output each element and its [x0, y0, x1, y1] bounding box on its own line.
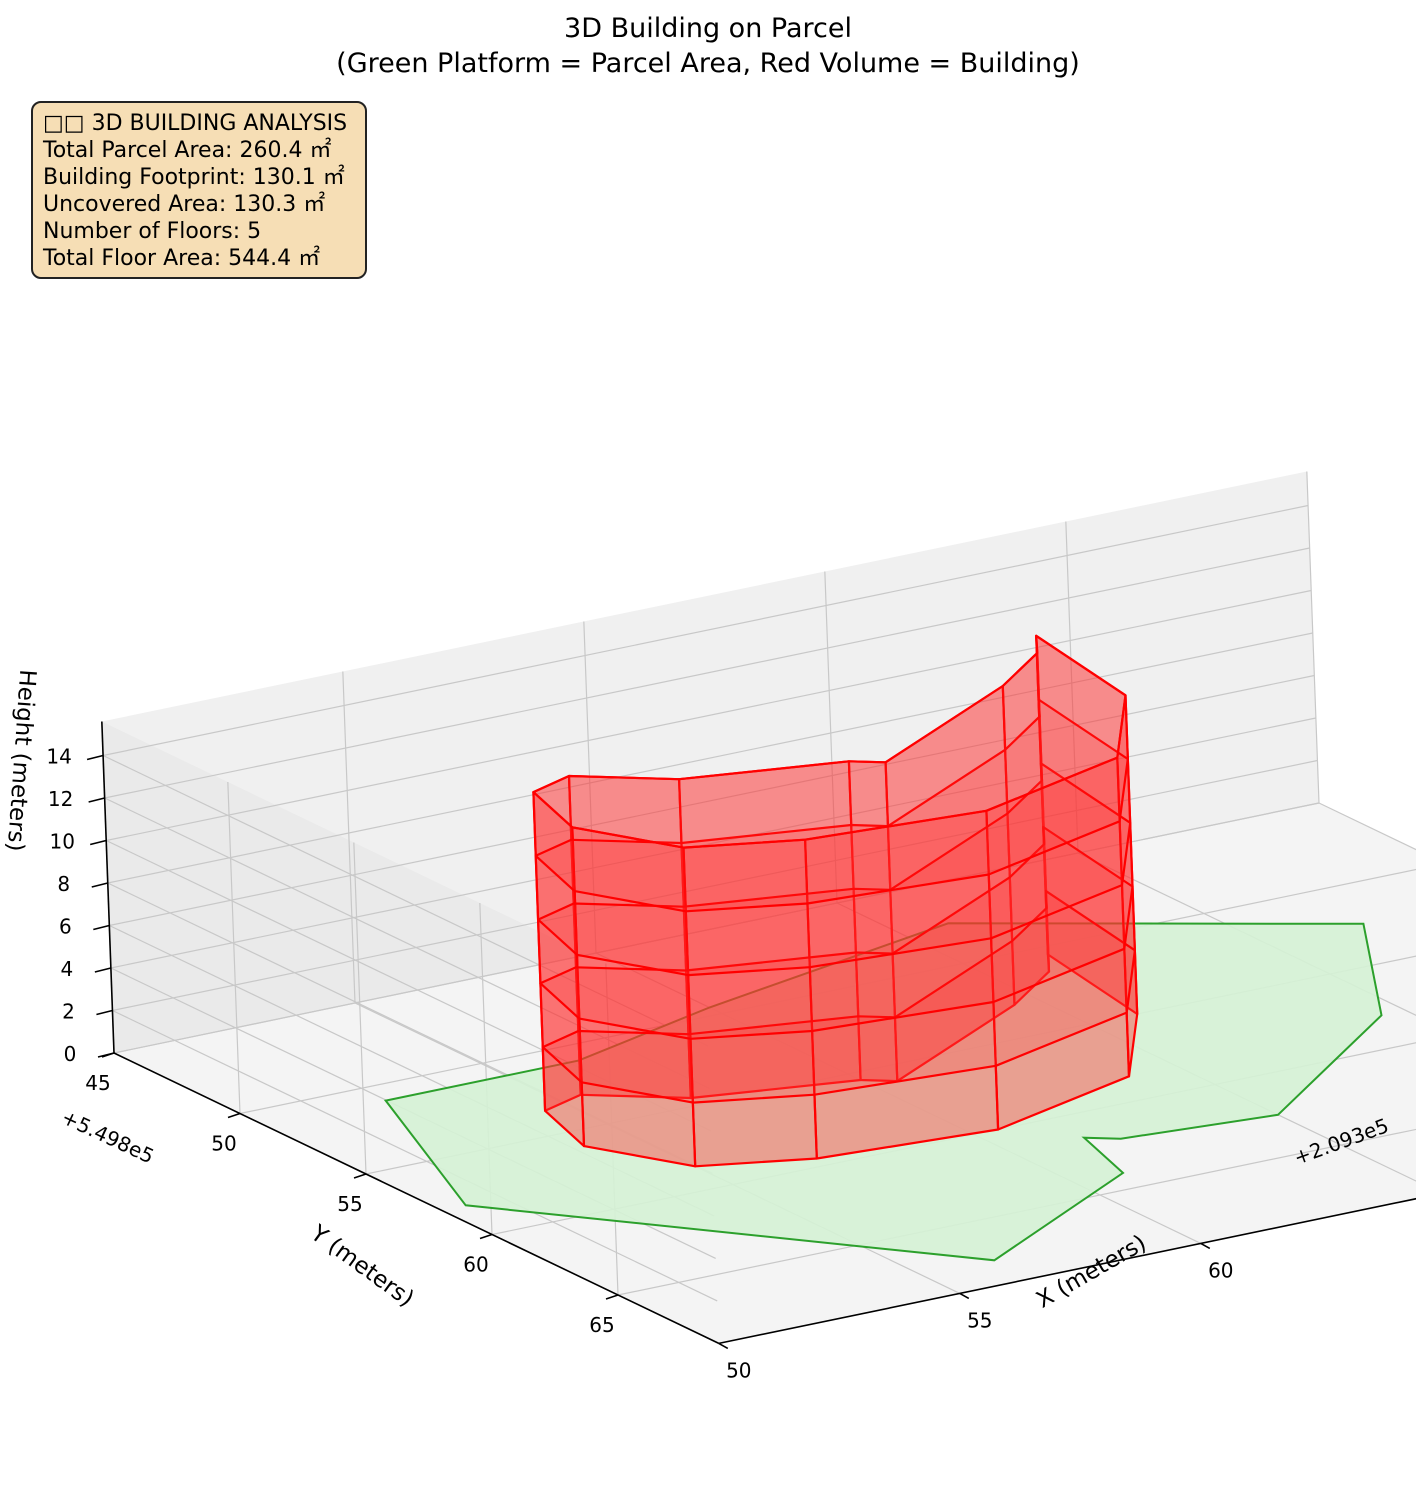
- y-tick-label: 60: [463, 1253, 488, 1277]
- tick-labels: 505560657075455055606502468101214: [46, 745, 1233, 1383]
- parcel-platform: [383, 922, 1383, 1262]
- grid-line: [617, 1128, 1416, 1296]
- floor-slab: [532, 634, 1127, 849]
- y-tick-label: 50: [211, 1132, 236, 1156]
- grid-line: [102, 754, 709, 1047]
- y-offset-label: +5.498e5: [58, 1105, 158, 1169]
- x-tick-mark: [718, 1342, 729, 1350]
- chart-title: 3D Building on Parcel: [564, 13, 852, 44]
- z-tick-label: 4: [61, 957, 74, 981]
- y-tick-mark: [479, 1233, 493, 1240]
- grid-line: [102, 504, 1309, 757]
- grid-line: [353, 842, 367, 1175]
- z-axis-label: Height (meters): [2, 669, 41, 853]
- info-building-footprint: Building Footprint: 130.1 ㎡: [43, 165, 345, 190]
- building-volume: [532, 634, 1139, 1168]
- z-tick-mark: [88, 797, 105, 803]
- y-tick-label: 55: [337, 1192, 362, 1216]
- floor-slab: [541, 889, 1137, 1104]
- grid-line: [104, 797, 710, 1089]
- analysis-info-box: □□ 3D BUILDING ANALYSIS Total Parcel Are…: [31, 101, 367, 279]
- y-tick-mark: [605, 1294, 619, 1300]
- info-uncovered-area: Uncovered Area: 130.3 ㎡: [43, 192, 326, 217]
- z-tick-mark: [94, 967, 112, 973]
- grid-line: [107, 632, 1313, 884]
- info-number-floors: Number of Floors: 5: [43, 219, 262, 244]
- z-tick-mark: [97, 1052, 115, 1058]
- floor-slab: [539, 825, 1134, 1040]
- grid-line: [583, 621, 597, 954]
- info-heading: □□ 3D BUILDING ANALYSIS: [43, 111, 348, 136]
- z-tick-label: 14: [46, 745, 71, 769]
- x-tick-mark: [959, 1292, 970, 1300]
- x-tick-label: 60: [1208, 1258, 1233, 1282]
- info-total-floor-area: Total Floor Area: 544.4 ㎡: [43, 246, 321, 271]
- chart-subtitle: (Green Platform = Parcel Area, Red Volum…: [336, 48, 1080, 79]
- x-tick-label: 50: [726, 1358, 751, 1382]
- grid-line: [112, 1009, 718, 1302]
- grid-line: [1306, 471, 1320, 804]
- floor-slab: [534, 698, 1129, 913]
- y-axis-label: Y (meters): [305, 1220, 419, 1312]
- grid-line: [342, 671, 356, 1004]
- x-tick-mark: [1200, 1242, 1211, 1250]
- grid-line: [104, 547, 1310, 799]
- y-tick-mark: [353, 1173, 367, 1179]
- z-tick-mark: [96, 1009, 113, 1016]
- z-tick-mark: [93, 924, 110, 931]
- x-axis-line: [718, 1197, 1416, 1345]
- grid-line: [113, 802, 1320, 1054]
- z-tick-label: 12: [48, 787, 73, 811]
- y-tick-label: 65: [589, 1313, 614, 1337]
- parcel-polygon: [383, 922, 1383, 1262]
- grid-line: [1077, 852, 1416, 1016]
- z-tick-mark: [91, 882, 108, 888]
- floor-slab: [536, 762, 1132, 977]
- z-axis-line: [101, 721, 115, 1054]
- grid-line: [112, 759, 1318, 1012]
- z-tick-label: 6: [59, 915, 72, 939]
- grid-line: [824, 571, 838, 904]
- grid-line: [109, 674, 1315, 927]
- grid-line: [106, 589, 1312, 842]
- z-tick-label: 0: [64, 1042, 77, 1066]
- z-tick-label: 8: [57, 872, 70, 896]
- info-parcel-area: Total Parcel Area: 260.4 ㎡: [43, 138, 332, 163]
- grid-line: [227, 781, 241, 1114]
- z-tick-mark: [86, 754, 104, 761]
- x-tick-label: 55: [967, 1308, 992, 1332]
- y-tick-label: 45: [85, 1071, 110, 1095]
- z-tick-label: 10: [49, 830, 74, 854]
- y-tick-mark: [227, 1112, 241, 1119]
- z-tick-label: 2: [62, 1000, 75, 1024]
- grid-line: [1065, 521, 1079, 854]
- z-tick-mark: [90, 839, 107, 846]
